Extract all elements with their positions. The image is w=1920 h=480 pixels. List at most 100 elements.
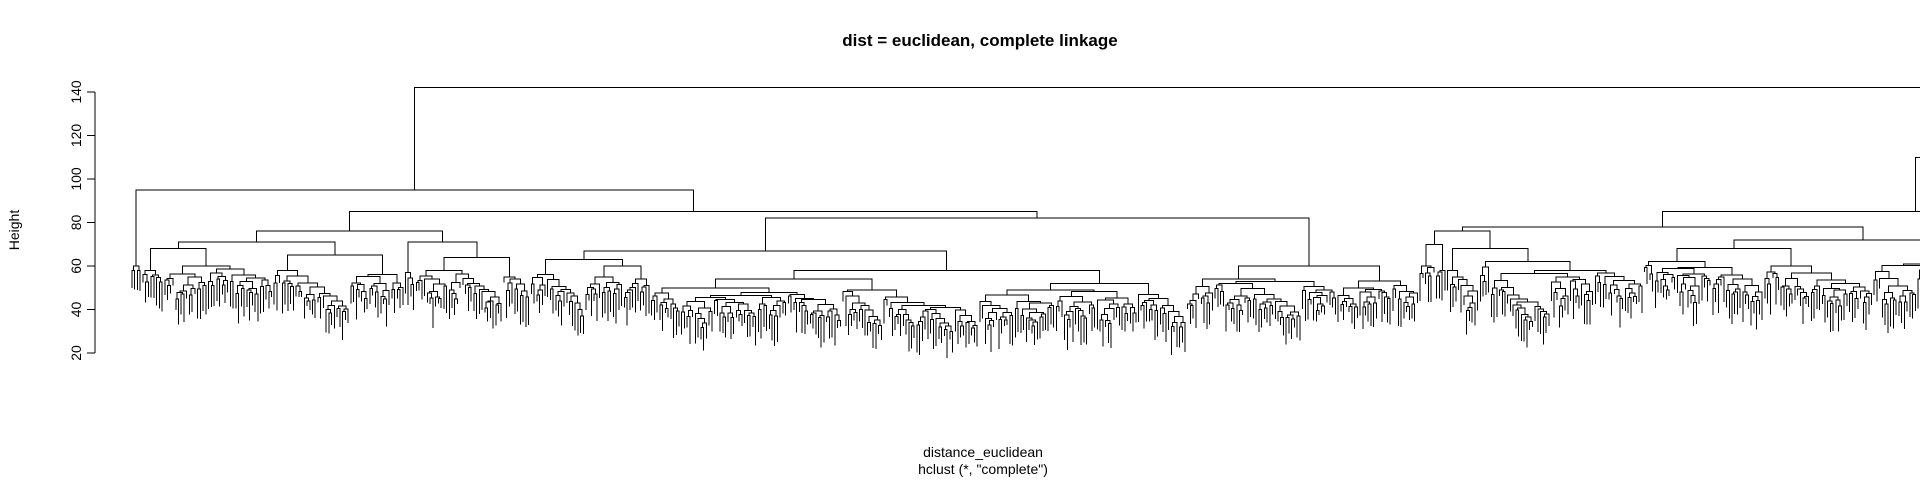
y-tick-label: 60 <box>68 258 84 274</box>
dendrogram-merge <box>364 298 368 313</box>
dendrogram-merge <box>971 327 975 343</box>
dendrogram-merge <box>1572 288 1578 319</box>
dendrogram-merge <box>240 288 245 317</box>
dendrogram-merge <box>1129 307 1135 324</box>
dendrogram-merge <box>1080 315 1086 345</box>
dendrogram-merge <box>1190 305 1194 324</box>
dendrogram-merge <box>1229 299 1240 306</box>
dendrogram-merge <box>852 302 866 310</box>
dendrogram-merge <box>1201 278 1276 287</box>
dendrogram-merge <box>1553 292 1558 318</box>
dendrogram-merge <box>1004 319 1008 326</box>
dendrogram-merge <box>1466 309 1470 335</box>
dendrogram-merge <box>764 217 1310 266</box>
dendrogram-merge <box>1411 303 1416 322</box>
dendrogram-merge <box>1745 294 1749 309</box>
dendrogram-merge <box>988 319 994 327</box>
dendrogram-merge <box>1458 279 1468 290</box>
dendrogram-merge <box>221 284 226 303</box>
dendrogram-merge <box>804 310 809 334</box>
dendrogram-merge <box>1463 295 1473 305</box>
dendrogram-merge <box>867 322 871 336</box>
dendrogram-merge <box>1200 297 1205 323</box>
dendrogram-merge <box>1452 286 1457 307</box>
dendrogram-merge <box>1091 307 1096 331</box>
dendrogram-merge <box>131 269 136 290</box>
dendrogram-merge <box>894 316 899 330</box>
dendrogram-merge <box>256 230 443 243</box>
dendrogram-merge <box>957 320 963 344</box>
dendrogram-merge <box>1332 297 1336 315</box>
dendrogram-merge <box>156 276 162 306</box>
dendrogram-merge <box>1482 281 1487 297</box>
dendrogram-merge <box>943 328 948 359</box>
dendrogram-merge <box>355 288 360 320</box>
dendrogram-merge <box>169 273 196 279</box>
dendrogram-merge <box>236 285 244 294</box>
dendrogram-merge <box>1823 287 1841 296</box>
dendrogram-merge <box>1726 290 1730 319</box>
dendrogram-merge <box>295 285 301 297</box>
dendrogram-merge <box>829 308 838 315</box>
dendrogram-merge <box>738 303 749 311</box>
dendrogram-merge <box>1363 301 1371 308</box>
dendrogram-merge <box>1649 273 1654 292</box>
dendrogram-merge <box>180 293 185 323</box>
dendrogram-merge <box>297 282 318 287</box>
dendrogram-merge <box>317 297 322 319</box>
dendrogram-merge <box>1014 308 1019 338</box>
dendrogram-merge <box>1055 306 1060 332</box>
dendrogram-merge <box>1572 278 1586 284</box>
dendrogram-merge <box>1340 304 1345 320</box>
dendrogram-merge <box>1732 291 1738 315</box>
chart-title: dist = euclidean, complete linkage <box>842 31 1117 50</box>
dendrogram-merge <box>1277 311 1283 322</box>
dendrogram-merge <box>848 314 852 335</box>
dendrogram-merge <box>1066 319 1071 350</box>
dendrogram-merge <box>1744 284 1760 293</box>
dendrogram-merge <box>593 293 598 321</box>
dendrogram-merge <box>485 301 491 319</box>
dendrogram-merge <box>328 312 333 334</box>
dendrogram-merge <box>1720 274 1743 279</box>
dendrogram-merge <box>640 291 644 311</box>
dendrogram-merge <box>1542 316 1547 345</box>
y-tick-label: 140 <box>68 80 84 104</box>
dendrogram-merge <box>367 274 398 284</box>
dendrogram-merge <box>1654 280 1659 308</box>
dendrogram-merge <box>417 279 423 300</box>
dendrogram-merge <box>801 304 807 334</box>
dendrogram-merge <box>1427 267 1435 274</box>
dendrogram-merge <box>473 292 478 320</box>
dendrogram-merge <box>1733 239 1920 249</box>
dendrogram-merge <box>722 316 726 338</box>
dendrogram-merge <box>230 281 234 309</box>
dendrogram-merge <box>495 304 499 326</box>
dendrogram-merge <box>837 320 841 329</box>
dendrogram-merge <box>1665 289 1670 300</box>
dendrogram-merge <box>895 314 902 336</box>
dendrogram-merge <box>818 316 822 348</box>
dendrogram-merge <box>1742 291 1748 322</box>
dendrogram-merge <box>938 326 943 343</box>
dendrogram-merge <box>1302 290 1306 321</box>
dendrogram-merge <box>908 322 914 352</box>
dendrogram-merge <box>1419 272 1424 301</box>
dendrogram-merge <box>1159 307 1165 325</box>
dendrogram-merge <box>550 288 554 314</box>
dendrogram-merge <box>1831 282 1860 289</box>
dendrogram-merge <box>959 315 972 322</box>
dendrogram-merge <box>1492 287 1498 317</box>
dendrogram-merge <box>275 275 281 284</box>
dendrogram-merge <box>673 307 679 338</box>
dendrogram-merge <box>1704 278 1710 288</box>
dendrogram-merge <box>1802 297 1807 324</box>
dendrogram-merge <box>1226 302 1234 309</box>
dendrogram-merge <box>392 282 402 290</box>
dendrogram-merge <box>1727 284 1739 291</box>
dendrogram-merge <box>1296 315 1301 341</box>
dendrogram-merge <box>1884 303 1889 333</box>
dendrogram-merge <box>1099 319 1104 347</box>
dendrogram-merge <box>1648 261 1706 268</box>
dendrogram-merge <box>714 300 718 317</box>
